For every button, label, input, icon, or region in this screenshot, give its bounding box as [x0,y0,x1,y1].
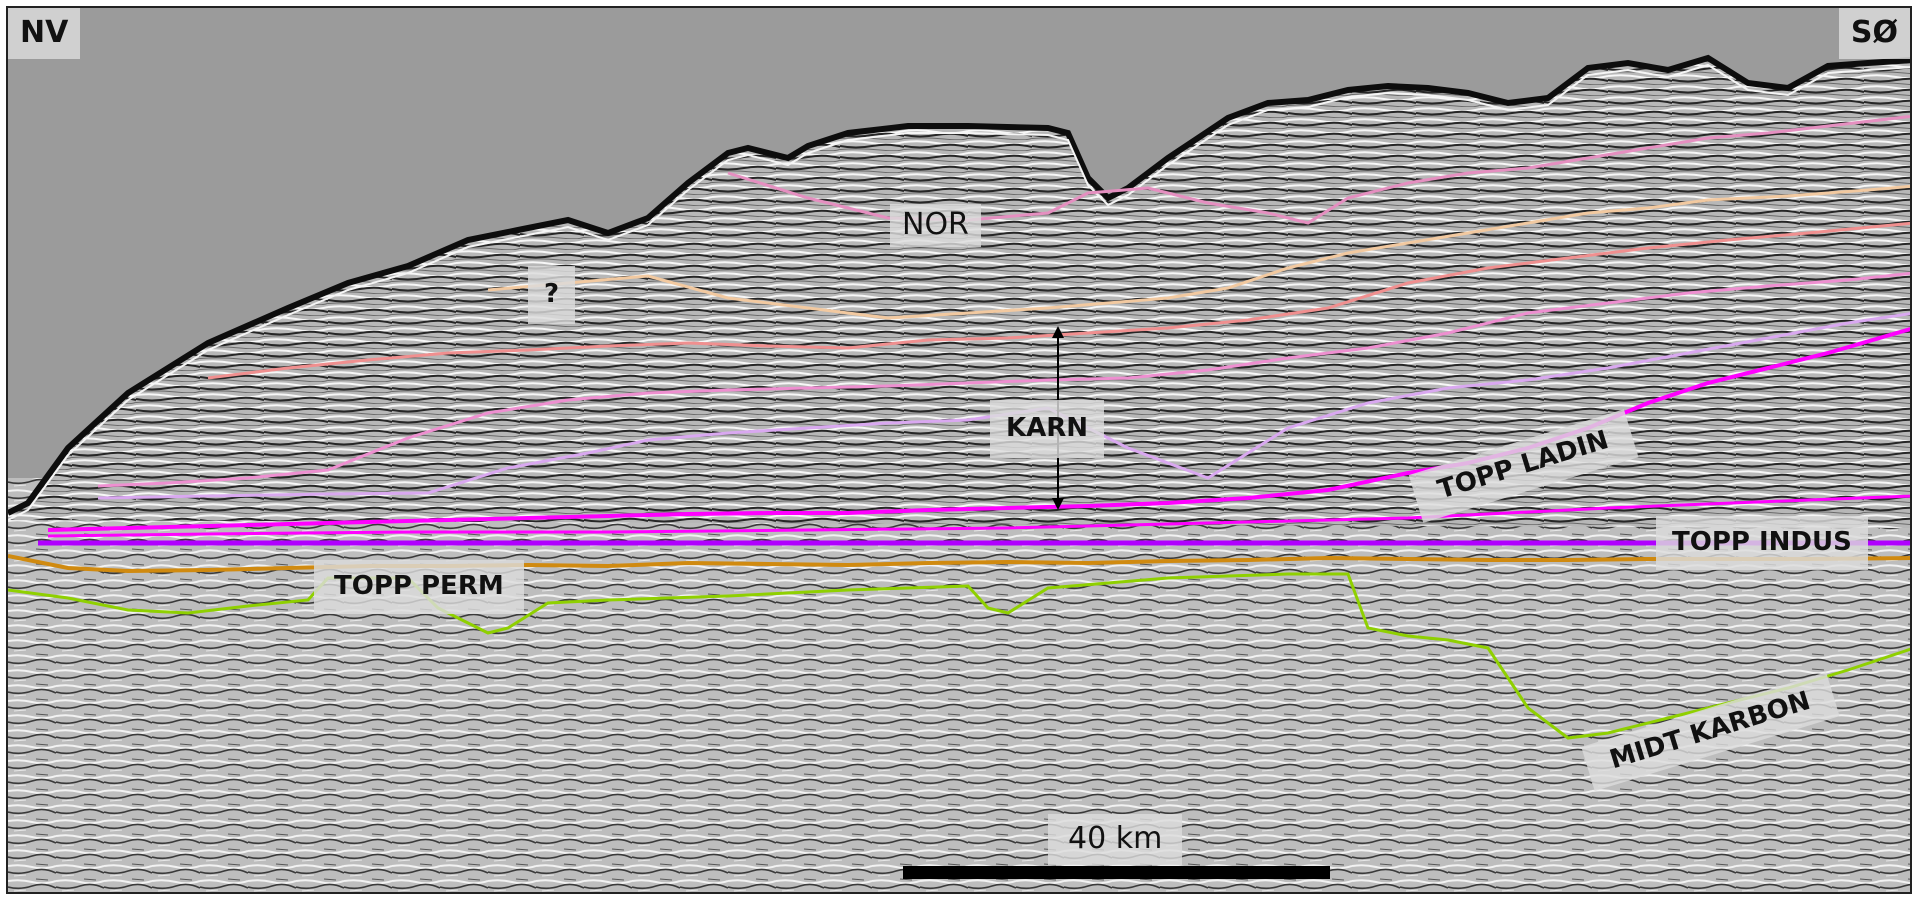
deep-basement [8,478,1910,892]
label-topp-indus: TOPP INDUS [1656,516,1868,570]
label-nw: NV [8,8,81,59]
karn-arrow-down [1052,498,1064,510]
seismic-section-frame: NV SØ NOR ? KARN TOPP LADIN TOPP INDUS T… [6,6,1912,894]
label-question: ? [528,266,576,324]
horizon-topp-ladin-lower [47,494,1910,538]
horizon-karn-top [207,221,1910,380]
label-topp-perm: TOPP PERM [314,560,524,614]
karn-arrow-up [1052,326,1064,338]
horizon-topp-perm [8,554,1910,574]
horizon-nor [727,114,1910,225]
horizon-karn-mid [97,271,1910,488]
scale-label: 40 km [1048,814,1183,865]
label-se: SØ [1838,8,1910,59]
sediment-package [8,58,1910,528]
horizon-topp-ladin [47,327,1910,532]
scale-bar [903,866,1330,879]
horizon-nor-lower [487,184,1910,320]
label-karn: KARN [990,400,1105,458]
seafloor-highlight [8,63,1910,521]
seafloor-reflector [8,54,1910,516]
label-nor: NOR [890,204,981,247]
